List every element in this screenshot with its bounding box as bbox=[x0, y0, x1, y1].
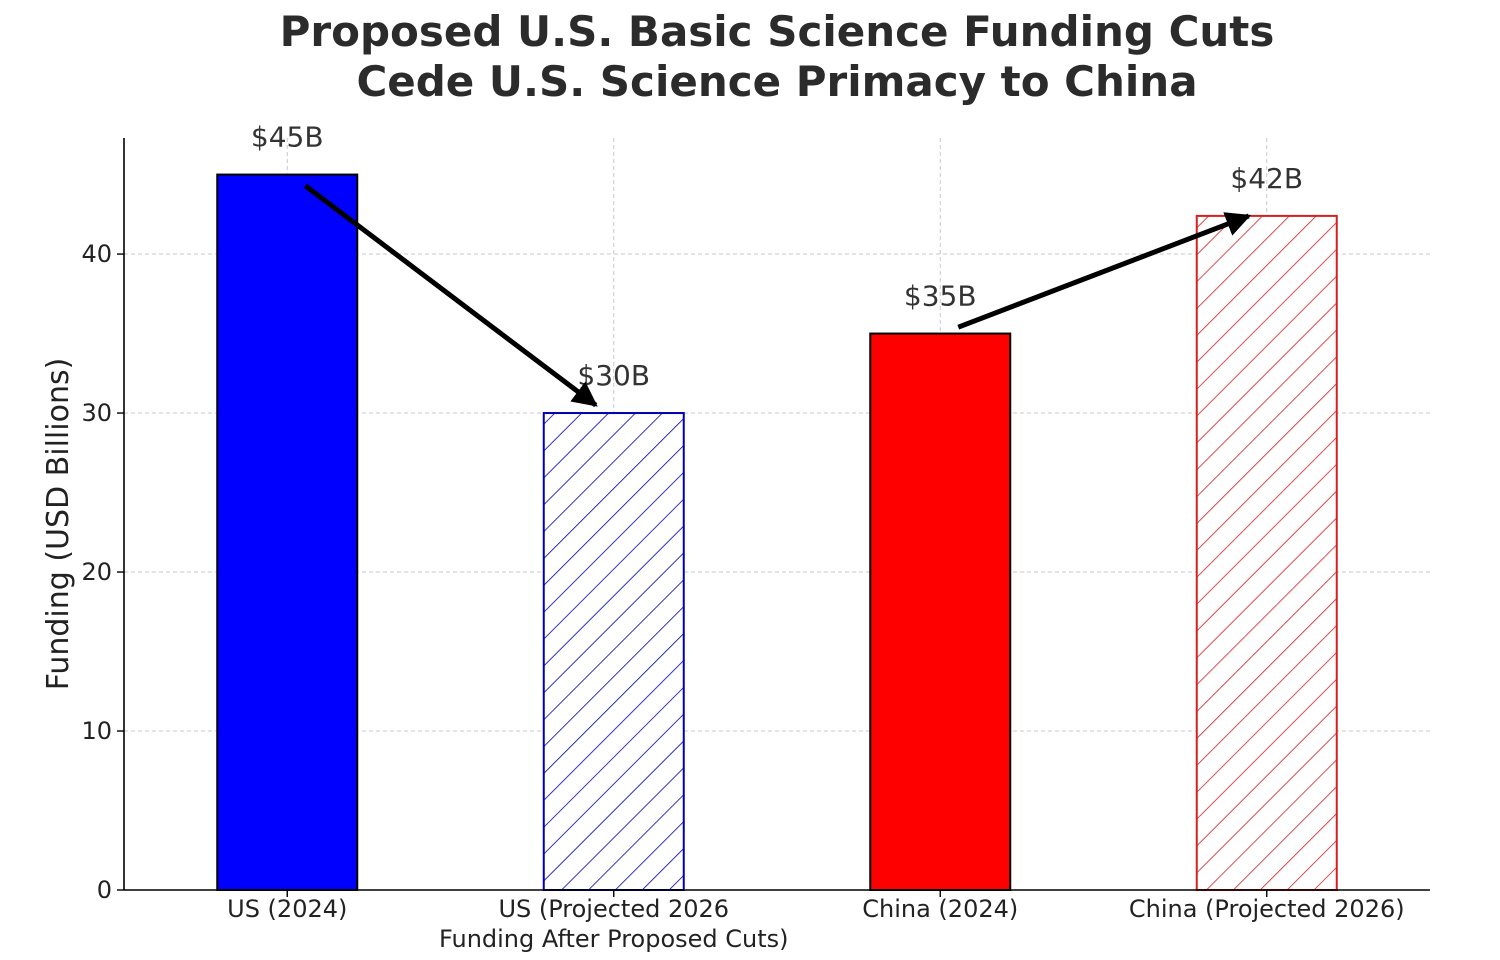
bar bbox=[869, 332, 1012, 891]
bar bbox=[216, 173, 359, 891]
x-tick-label: China (2024) bbox=[862, 895, 1018, 923]
bar-value-label: $30B bbox=[577, 359, 650, 392]
y-tick-label: 0 bbox=[97, 876, 112, 904]
chart-title-line: Cede U.S. Science Primacy to China bbox=[356, 57, 1197, 106]
x-tick-label: Funding After Proposed Cuts) bbox=[439, 925, 789, 953]
x-tick-label: US (Projected 2026 bbox=[498, 895, 729, 923]
y-tick-label: 30 bbox=[81, 399, 112, 427]
trend-arrow bbox=[303, 183, 598, 408]
bar-value-label: $45B bbox=[251, 121, 324, 154]
bar-value-label: $35B bbox=[904, 280, 977, 313]
y-tick-label: 20 bbox=[81, 558, 112, 586]
y-axis-label: Funding (USD Billions) bbox=[41, 358, 76, 691]
bar-value-label: $42B bbox=[1230, 162, 1303, 195]
y-tick-label: 40 bbox=[81, 240, 112, 268]
bar bbox=[542, 412, 685, 891]
x-tick-label: US (2024) bbox=[227, 895, 347, 923]
trend-arrow bbox=[957, 212, 1252, 330]
chart-title-line: Proposed U.S. Basic Science Funding Cuts bbox=[280, 7, 1275, 56]
y-tick-label: 10 bbox=[81, 717, 112, 745]
bar bbox=[1195, 214, 1338, 891]
x-tick-label: China (Projected 2026) bbox=[1129, 895, 1405, 923]
